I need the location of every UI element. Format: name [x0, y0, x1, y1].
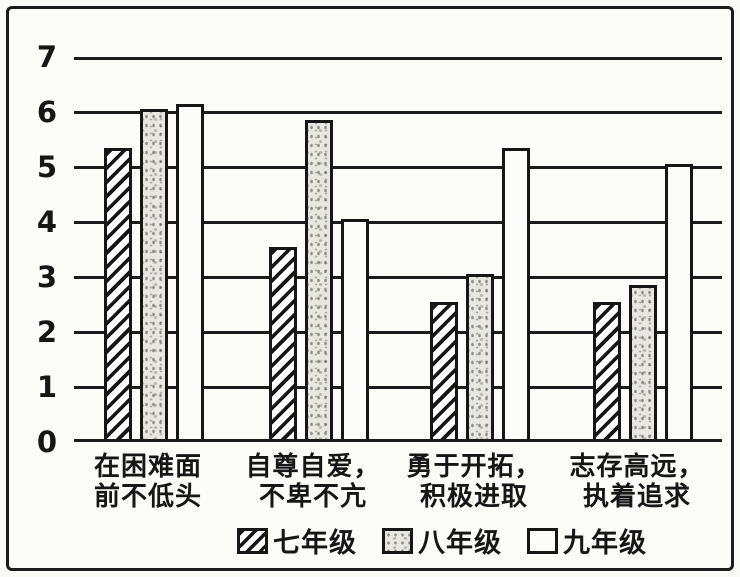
gridline-3 [74, 275, 722, 279]
category-label-line-1: 在困难面 [93, 452, 202, 482]
bar-九年级-2 [341, 219, 369, 439]
bar-七年级-1 [104, 147, 132, 439]
category-label-line-1: 志存高远， [569, 452, 705, 482]
ytick-label-6: 6 [36, 95, 58, 129]
gridline-2 [74, 330, 722, 334]
ytick-label-7: 7 [36, 40, 58, 74]
gridline-4 [74, 220, 722, 224]
category-label-line-2: 不卑不亢 [258, 482, 367, 513]
category-label-1: 在困难面 前不低头 [63, 452, 233, 512]
legend-swatch-plain-white-icon [527, 527, 558, 554]
bar-八年级-1 [140, 109, 168, 439]
bar-group-3 [429, 147, 531, 439]
bar-八年级-4 [629, 285, 657, 439]
category-label-4: 志存高远， 执着追求 [552, 452, 722, 512]
legend-label: 七年级 [273, 528, 357, 559]
ytick-label-4: 4 [36, 205, 58, 239]
category-label-line-2: 执着追求 [582, 482, 691, 513]
category-label-line-2: 积极进取 [419, 482, 528, 513]
category-label-line-1: 自尊自爱， [245, 452, 381, 482]
bar-group-2 [268, 120, 370, 439]
legend-label: 九年级 [563, 528, 647, 559]
bar-group-4 [592, 164, 694, 439]
bar-九年级-1 [176, 103, 204, 439]
category-label-line-1: 勇于开拓， [406, 452, 542, 482]
bar-九年级-3 [502, 147, 530, 439]
legend-item-九年级: 九年级 [527, 521, 647, 560]
ytick-label-1: 1 [36, 370, 58, 404]
plot-area: 0 1 2 3 4 5 6 7 [37, 41, 722, 458]
gridline-7 [74, 57, 722, 60]
bar-八年级-3 [466, 274, 494, 439]
legend-swatch-speckle-icon [382, 527, 413, 554]
legend: 七年级 八年级 九年级 [237, 521, 647, 560]
ytick-label-2: 2 [36, 315, 58, 349]
gridline-5 [74, 165, 722, 169]
legend-swatch-diagonal-hatch-icon [237, 527, 268, 554]
bar-七年级-2 [269, 246, 297, 439]
ytick-label-3: 3 [36, 260, 58, 294]
x-axis-baseline [74, 439, 722, 442]
gridline-6 [74, 110, 722, 114]
bar-九年级-4 [665, 164, 693, 439]
ytick-label-0: 0 [36, 425, 58, 459]
category-label-3: 勇于开拓， 积极进取 [389, 452, 559, 512]
bar-group-1 [103, 103, 205, 439]
bar-八年级-2 [305, 120, 333, 439]
category-label-line-2: 前不低头 [93, 482, 202, 513]
ytick-label-5: 5 [36, 150, 58, 184]
category-label-2: 自尊自爱， 不卑不亢 [228, 452, 398, 512]
bar-七年级-4 [593, 301, 621, 439]
legend-label: 八年级 [418, 528, 502, 559]
legend-item-七年级: 七年级 [237, 521, 357, 560]
legend-item-八年级: 八年级 [382, 521, 502, 560]
bar-七年级-3 [430, 301, 458, 439]
gridline-1 [74, 385, 722, 389]
